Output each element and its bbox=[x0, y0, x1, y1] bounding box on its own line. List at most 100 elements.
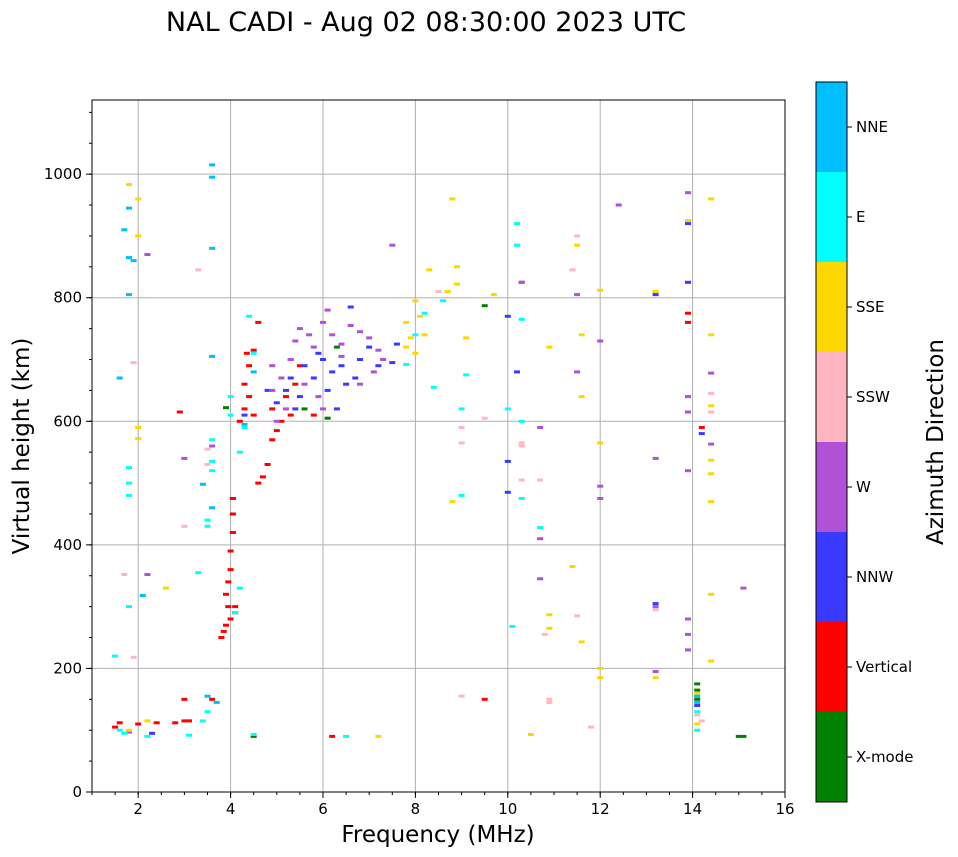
data-point-nnw bbox=[292, 407, 299, 411]
colorbar-segment bbox=[816, 352, 847, 442]
data-point-sse bbox=[694, 691, 701, 695]
data-point-w bbox=[306, 333, 313, 337]
data-point-e bbox=[514, 222, 520, 226]
colorbar-tick-label: W bbox=[856, 478, 871, 496]
data-point-x-mode bbox=[735, 734, 742, 738]
data-point-e bbox=[518, 419, 525, 423]
data-point-vertical bbox=[229, 531, 236, 534]
data-point-e bbox=[195, 571, 202, 575]
colorbar-frame bbox=[815, 81, 848, 803]
data-point-w bbox=[537, 537, 544, 541]
data-point-e bbox=[412, 333, 419, 337]
data-point-vertical bbox=[225, 605, 232, 609]
data-point-vertical bbox=[481, 697, 488, 701]
data-point-x-mode bbox=[333, 345, 340, 349]
data-point-w bbox=[537, 426, 544, 429]
y-tick-label: 200 bbox=[53, 659, 82, 677]
data-point-e bbox=[227, 413, 234, 417]
data-point-sse bbox=[144, 719, 151, 723]
data-point-vertical bbox=[236, 419, 243, 423]
data-point-sse bbox=[403, 345, 410, 349]
data-point-vertical bbox=[292, 382, 299, 386]
data-point-vertical bbox=[698, 426, 705, 429]
data-point-ssw bbox=[458, 441, 465, 445]
data-point-vertical bbox=[232, 605, 239, 609]
data-point-ssw bbox=[698, 719, 705, 723]
data-point-nnw bbox=[375, 364, 382, 368]
colorbar-segment bbox=[816, 622, 847, 712]
data-point-w bbox=[301, 382, 308, 386]
x-tick-label: 16 bbox=[775, 800, 794, 818]
data-point-ssw bbox=[541, 632, 548, 636]
data-point-w bbox=[269, 388, 276, 392]
data-point-nnw bbox=[389, 361, 396, 365]
data-point-sse bbox=[403, 320, 410, 324]
x-tick-label: 8 bbox=[411, 800, 421, 818]
data-point-vertical bbox=[269, 438, 276, 442]
y-tick-label: 1000 bbox=[44, 165, 82, 183]
data-point-w bbox=[685, 395, 691, 399]
data-point-e bbox=[458, 407, 465, 411]
data-point-nnw bbox=[347, 305, 354, 309]
data-point-sse bbox=[490, 293, 497, 297]
data-point-e bbox=[209, 459, 216, 463]
data-point-w bbox=[181, 456, 188, 460]
data-point-e bbox=[112, 654, 119, 658]
data-point-x-mode bbox=[301, 407, 308, 411]
data-point-w bbox=[292, 339, 299, 343]
data-point-ssw bbox=[121, 573, 128, 576]
data-point-vertical bbox=[278, 419, 285, 423]
data-point-sse bbox=[135, 437, 142, 441]
data-point-nnw bbox=[343, 382, 350, 386]
data-point-e bbox=[204, 710, 211, 714]
data-point-ssw bbox=[130, 655, 137, 659]
data-point-ssw bbox=[435, 290, 442, 293]
data-point-w bbox=[296, 327, 303, 331]
data-point-sse bbox=[652, 676, 659, 680]
data-point-vertical bbox=[153, 721, 160, 725]
data-point-e bbox=[440, 299, 447, 303]
data-point-e bbox=[186, 733, 192, 737]
data-point-nnw bbox=[241, 413, 248, 417]
data-point-sse bbox=[597, 441, 604, 445]
data-point-nnw bbox=[329, 370, 336, 374]
data-point-sse bbox=[417, 314, 423, 318]
data-point-nne bbox=[126, 206, 132, 210]
data-point-vertical bbox=[310, 413, 317, 417]
y-tick-label: 400 bbox=[53, 536, 82, 554]
data-point-sse bbox=[708, 472, 715, 476]
data-point-x-mode bbox=[250, 734, 257, 738]
data-point-vertical bbox=[220, 629, 227, 633]
data-point-nnw bbox=[273, 401, 280, 405]
data-point-nne bbox=[209, 506, 216, 510]
data-point-x-mode bbox=[740, 734, 747, 738]
data-point-e bbox=[204, 518, 211, 522]
data-point-w bbox=[273, 419, 280, 423]
data-point-nne bbox=[126, 293, 132, 297]
x-tick-label: 14 bbox=[683, 800, 702, 818]
x-tick-label: 4 bbox=[226, 800, 236, 818]
data-point-w bbox=[287, 358, 294, 361]
data-point-nnw bbox=[514, 370, 520, 374]
axis-ticks: 2 4 6 8 10 12 14 16 0 200 400 600 800 1000 bbox=[44, 111, 795, 818]
data-point-w bbox=[126, 730, 132, 734]
data-point-e bbox=[144, 734, 151, 738]
data-point-vertical bbox=[112, 725, 119, 729]
colorbar-segment bbox=[816, 262, 847, 352]
data-point-ssw bbox=[694, 713, 701, 717]
data-point-w bbox=[518, 280, 525, 284]
data-point-e bbox=[126, 481, 132, 485]
data-point-sse bbox=[694, 722, 701, 726]
data-point-nnw bbox=[287, 376, 294, 380]
data-point-vertical bbox=[255, 320, 262, 324]
data-point-e bbox=[463, 373, 470, 377]
data-point-ssw bbox=[204, 447, 211, 451]
colorbar-segment bbox=[816, 712, 847, 802]
data-point-vertical bbox=[296, 364, 303, 368]
data-point-e bbox=[126, 605, 132, 609]
data-point-e bbox=[504, 407, 511, 411]
data-point-sse bbox=[708, 659, 715, 663]
data-point-vertical bbox=[227, 568, 234, 572]
colorbar-segment bbox=[816, 532, 847, 622]
data-point-vertical bbox=[685, 320, 691, 324]
